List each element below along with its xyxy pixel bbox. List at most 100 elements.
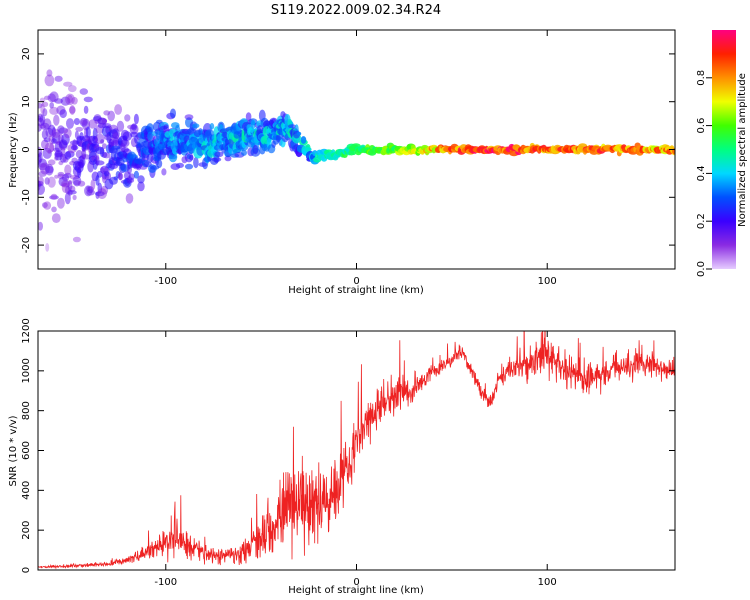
heatmap-cell bbox=[114, 104, 122, 115]
heatmap-cell bbox=[40, 103, 45, 115]
x-tick-label: -100 bbox=[154, 577, 177, 588]
heatmap-cell bbox=[52, 132, 61, 144]
heatmap-cell bbox=[65, 93, 75, 106]
heatmap-cell bbox=[49, 143, 55, 153]
heatmap-cell bbox=[72, 194, 77, 201]
colorbar: 0.0 0.2 0.4 0.6 0.8 Normalized spectral ampl… bbox=[696, 30, 748, 277]
heatmap-cell bbox=[64, 164, 72, 176]
heatmap-cell bbox=[61, 180, 70, 187]
heatmap-cell bbox=[101, 151, 108, 158]
heatmap-cell bbox=[38, 183, 45, 195]
heatmap-cell bbox=[107, 110, 115, 122]
heatmap-cell bbox=[38, 176, 44, 186]
spectrogram-xlabel: Height of straight line (km) bbox=[288, 285, 424, 296]
heatmap-cell bbox=[193, 157, 199, 169]
heatmap-cell bbox=[80, 119, 88, 126]
heatmap-cell bbox=[147, 131, 154, 141]
snr-series-line bbox=[38, 331, 675, 570]
heatmap-cell bbox=[184, 114, 194, 120]
colorbar-tick-label: 0.6 bbox=[696, 118, 707, 134]
heatmap-cell bbox=[118, 171, 123, 181]
heatmap-cell bbox=[41, 101, 49, 108]
spectrogram-heatmap bbox=[38, 69, 675, 252]
heatmap-cell bbox=[63, 81, 73, 87]
heatmap-cell bbox=[192, 123, 200, 129]
heatmap-cell bbox=[79, 117, 88, 127]
heatmap-cell bbox=[97, 117, 107, 126]
heatmap-cell bbox=[125, 193, 134, 204]
heatmap-cell bbox=[39, 97, 46, 103]
heatmap-cell bbox=[47, 159, 56, 166]
snr-ylabel: SNR (10 * v/v) bbox=[8, 415, 19, 486]
heatmap-cell bbox=[58, 127, 69, 134]
heatmap-cell bbox=[146, 123, 154, 134]
heatmap-cell bbox=[101, 143, 107, 150]
heatmap-cell bbox=[175, 162, 184, 168]
heatmap-cell bbox=[86, 189, 95, 196]
heatmap-cell bbox=[65, 150, 75, 158]
heatmap-cell bbox=[49, 102, 54, 109]
heatmap-cell bbox=[49, 195, 59, 200]
heatmap-cell bbox=[304, 147, 312, 152]
heatmap-cell bbox=[161, 168, 167, 176]
colorbar-tick-label: 0.4 bbox=[696, 165, 707, 181]
heatmap-cell bbox=[95, 160, 105, 166]
y-tick-label: 20 bbox=[21, 48, 32, 61]
heatmap-cell bbox=[38, 170, 47, 177]
heatmap-cell bbox=[184, 163, 194, 170]
heatmap-cell bbox=[117, 173, 124, 180]
heatmap-cell bbox=[61, 146, 66, 158]
heatmap-cell bbox=[67, 180, 73, 185]
heatmap-cell bbox=[75, 126, 84, 132]
heatmap-cell bbox=[38, 102, 43, 109]
heatmap-cell bbox=[90, 179, 96, 191]
heatmap-cell bbox=[51, 213, 61, 224]
heatmap-cell bbox=[67, 190, 77, 195]
heatmap-cell bbox=[156, 159, 163, 169]
heatmap-cell bbox=[91, 141, 99, 148]
heatmap-cell bbox=[71, 97, 78, 105]
heatmap-cell bbox=[54, 174, 59, 179]
heatmap-cell bbox=[245, 112, 252, 121]
heatmap-cell bbox=[46, 69, 53, 77]
heatmap-cell bbox=[288, 124, 296, 129]
heatmap-cell bbox=[85, 126, 91, 139]
heatmap-cell bbox=[68, 106, 76, 114]
heatmap-cell bbox=[44, 95, 51, 101]
heatmap-cell bbox=[43, 137, 51, 143]
colorbar-tick-label: 0.2 bbox=[696, 213, 707, 229]
heatmap-cell bbox=[211, 157, 222, 163]
heatmap-cell bbox=[88, 119, 98, 129]
heatmap-cell bbox=[61, 182, 70, 194]
heatmap-cell bbox=[128, 173, 135, 180]
heatmap-cell bbox=[137, 175, 145, 184]
y-tick-label: 400 bbox=[21, 481, 32, 500]
heatmap-cell bbox=[77, 166, 82, 179]
heatmap-cell bbox=[51, 206, 57, 213]
heatmap-cell bbox=[44, 177, 50, 185]
heatmap-cell bbox=[77, 180, 86, 187]
heatmap-cell bbox=[61, 133, 70, 146]
heatmap-cell bbox=[170, 108, 176, 119]
heatmap-cell bbox=[103, 110, 111, 116]
x-tick-label: 100 bbox=[538, 276, 557, 287]
heatmap-cell bbox=[102, 152, 111, 159]
colorbar-ticks: 0.0 0.2 0.4 0.6 0.8 bbox=[696, 70, 712, 277]
heatmap-cell bbox=[61, 182, 70, 188]
heatmap-cell bbox=[250, 119, 256, 130]
x-tick-label: 0 bbox=[353, 577, 359, 588]
heatmap-cell bbox=[122, 131, 133, 141]
heatmap-cell bbox=[53, 114, 60, 126]
heatmap-cell bbox=[63, 128, 72, 139]
heatmap-cell bbox=[47, 93, 56, 103]
x-tick-label: -100 bbox=[154, 276, 177, 287]
heatmap-cell bbox=[45, 163, 54, 176]
y-tick-label: 0 bbox=[21, 146, 32, 152]
heatmap-cell bbox=[38, 221, 43, 231]
y-tick-label: 0 bbox=[21, 567, 32, 573]
heatmap-cell bbox=[42, 108, 48, 117]
y-tick-label: 1000 bbox=[21, 358, 32, 383]
